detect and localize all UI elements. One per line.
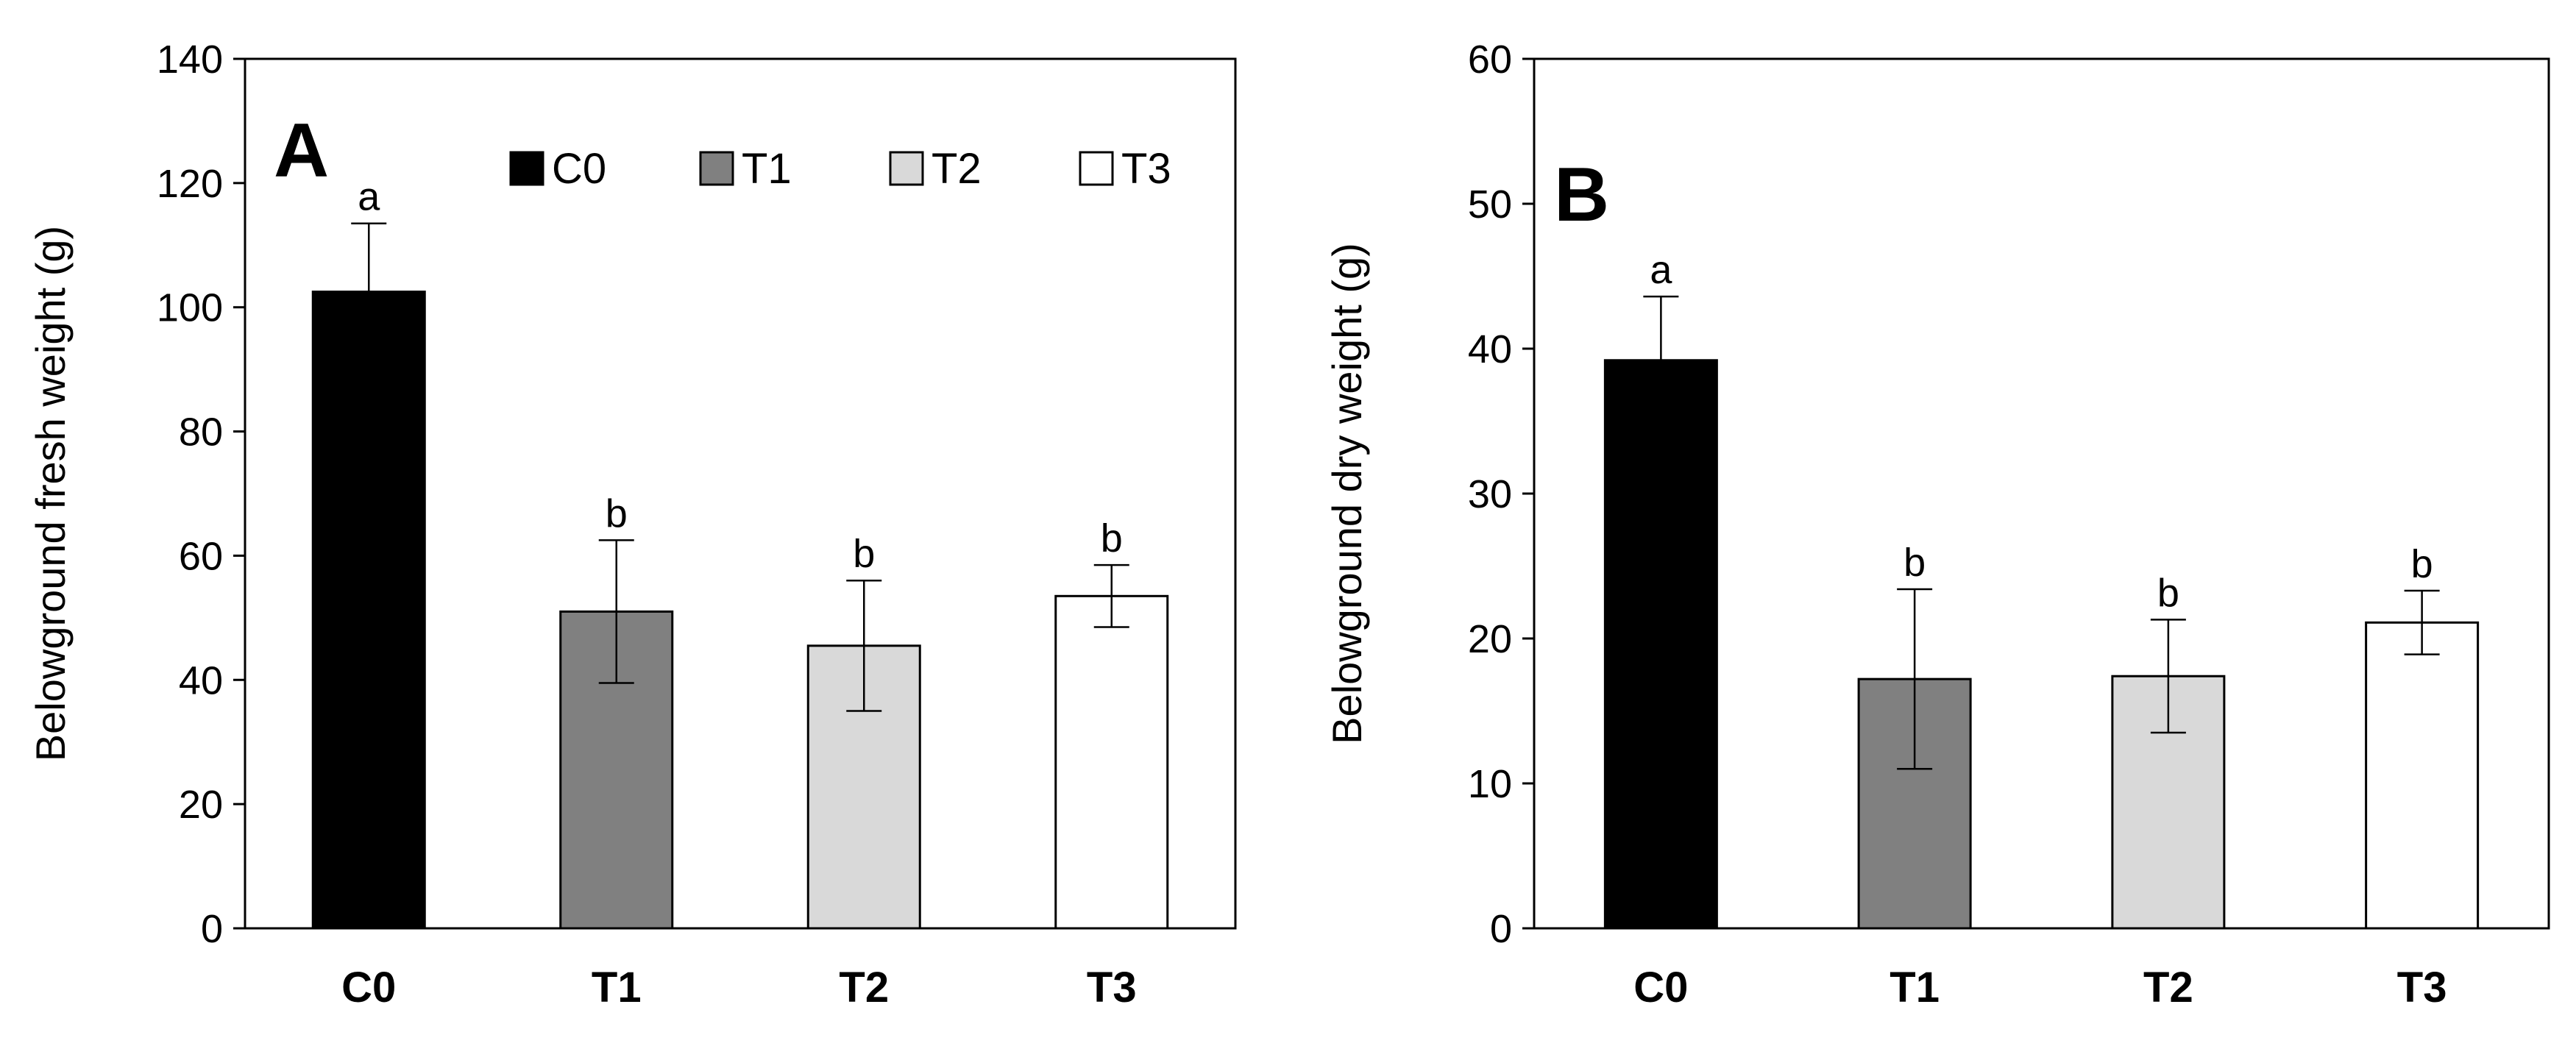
panel-b-y-tick-label: 10 (1468, 762, 1512, 806)
panel-b-significance-label-t2: b (2157, 571, 2179, 615)
panel-a-significance-label-t1: b (606, 491, 628, 536)
panel-a-y-tick-label: 100 (157, 286, 223, 330)
panel-a-error-bar-c0 (351, 222, 387, 361)
panel-a-y-tick-label: 40 (179, 658, 223, 702)
panel-a-significance-label-t2: b (853, 532, 875, 576)
panel-a-y-tick-label: 80 (179, 410, 223, 455)
panel-a-letter: A (274, 108, 329, 193)
panel-a-y-axis-label: Belowground fresh weight (g) (27, 226, 74, 761)
panel-b-letter: B (1554, 152, 1609, 238)
panel-b-bar-c0 (1603, 359, 1718, 930)
legend-swatch-t3 (1079, 151, 1114, 186)
panel-b-error-bar-c0 (1643, 295, 1679, 425)
legend-swatch-c0 (509, 151, 544, 186)
panel-b-error-bar-t2 (2150, 619, 2186, 734)
legend-swatch-t2 (889, 151, 924, 186)
panel-a-category-label-t2: T2 (839, 964, 889, 1011)
panel-a-y-tick-label: 140 (157, 38, 223, 82)
panel-a-category-label-t1: T1 (592, 964, 642, 1011)
panel-b-y-axis-label: Belowground dry weight (g) (1324, 243, 1370, 744)
panel-b-category-label-t2: T2 (2143, 964, 2193, 1011)
panel-a-y-tick-label: 120 (157, 162, 223, 206)
panel-b-category-label-t3: T3 (2397, 964, 2447, 1011)
panel-a-error-bar-t3 (1093, 563, 1129, 628)
legend-label-t1: T1 (742, 145, 792, 193)
panel-a-fresh-weight-chart: 0 20 40 60 80 100 120 140 Belowground fresh weig… (27, 38, 1237, 1011)
panel-b-y-tick-label: 40 (1468, 327, 1512, 371)
panel-b-error-bar-t3 (2404, 589, 2440, 655)
legend-swatch-t1 (699, 151, 734, 186)
panel-a-category-label-c0: C0 (341, 964, 396, 1011)
legend-label-c0: C0 (552, 145, 606, 193)
panel-a-significance-label-c0: a (358, 175, 380, 219)
panel-b-y-tick-label: 30 (1468, 472, 1512, 516)
panel-a-significance-label-t3: b (1101, 516, 1123, 561)
panel-b-significance-label-c0: a (1650, 248, 1672, 292)
panel-b-dry-weight-chart: 0 10 20 30 40 50 60 Belowground dry weight (g) a… (1324, 38, 2550, 1011)
panel-a-error-bar-t2 (846, 579, 882, 712)
legend-label-t2: T2 (932, 145, 982, 193)
panel-b-y-tick-label: 60 (1468, 38, 1512, 82)
panel-a-bar-t3 (1054, 594, 1169, 930)
panel-b-bar-t3 (2365, 621, 2480, 930)
panel-b-y-tick-label: 20 (1468, 617, 1512, 661)
panel-a-error-bar-t1 (598, 539, 634, 684)
panel-b-significance-label-t3: b (2411, 542, 2433, 586)
panel-a-bar-c0 (311, 291, 426, 930)
panel-a-y-tick-label: 0 (201, 907, 223, 951)
panel-a-y-tick-label: 20 (179, 783, 223, 827)
panel-b-category-label-t1: T1 (1890, 964, 1940, 1011)
legend: C0 T1 T2 T3 (509, 145, 1171, 193)
panel-b-y-tick-label: 50 (1468, 182, 1512, 227)
panel-b-category-label-c0: C0 (1633, 964, 1688, 1011)
panel-b-y-tick-label: 0 (1490, 907, 1512, 951)
legend-label-t3: T3 (1121, 145, 1171, 193)
panel-a-y-tick-label: 60 (179, 534, 223, 578)
panel-a-category-label-t3: T3 (1087, 964, 1137, 1011)
panel-a-plot-frame (244, 57, 1237, 930)
panel-b-error-bar-t1 (1897, 588, 1933, 770)
panel-b-significance-label-t1: b (1903, 541, 1926, 585)
